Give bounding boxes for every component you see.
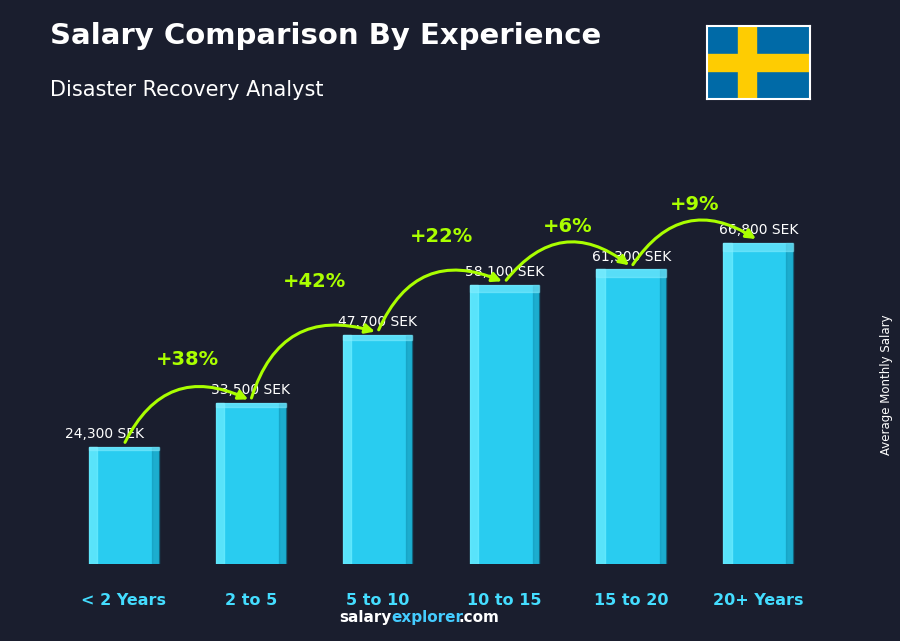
Bar xyxy=(470,285,539,292)
Text: 15 to 20: 15 to 20 xyxy=(594,593,669,608)
Text: 47,700 SEK: 47,700 SEK xyxy=(338,315,417,329)
Bar xyxy=(406,335,412,564)
Bar xyxy=(724,243,793,251)
Bar xyxy=(470,285,539,564)
Text: 61,300 SEK: 61,300 SEK xyxy=(591,249,671,263)
Text: 5 to 10: 5 to 10 xyxy=(346,593,410,608)
Text: +42%: +42% xyxy=(283,272,346,292)
Bar xyxy=(89,447,97,564)
Bar xyxy=(216,403,224,564)
Text: Salary Comparison By Experience: Salary Comparison By Experience xyxy=(50,22,601,51)
Bar xyxy=(706,54,810,71)
Bar xyxy=(343,335,412,564)
Bar xyxy=(279,403,285,564)
Text: salary: salary xyxy=(339,610,392,625)
Text: Average Monthly Salary: Average Monthly Salary xyxy=(880,314,893,455)
Bar xyxy=(152,447,158,564)
Text: 66,800 SEK: 66,800 SEK xyxy=(718,223,798,237)
Text: 24,300 SEK: 24,300 SEK xyxy=(66,428,144,442)
Bar xyxy=(597,269,605,564)
Text: +6%: +6% xyxy=(543,217,593,236)
Text: 33,500 SEK: 33,500 SEK xyxy=(212,383,290,397)
Text: 10 to 15: 10 to 15 xyxy=(467,593,542,608)
Bar xyxy=(470,285,478,564)
Bar xyxy=(533,285,539,564)
Bar xyxy=(343,335,351,564)
Bar xyxy=(660,269,666,564)
Text: +38%: +38% xyxy=(156,350,219,369)
Text: +9%: +9% xyxy=(670,195,719,214)
Text: Disaster Recovery Analyst: Disaster Recovery Analyst xyxy=(50,80,323,100)
Text: +22%: +22% xyxy=(410,227,472,246)
Bar xyxy=(343,335,412,340)
Text: .com: .com xyxy=(459,610,500,625)
Bar xyxy=(724,243,732,564)
Bar xyxy=(89,447,158,564)
Bar xyxy=(597,269,666,564)
Bar xyxy=(724,243,793,564)
Text: 2 to 5: 2 to 5 xyxy=(224,593,277,608)
Text: 20+ Years: 20+ Years xyxy=(713,593,804,608)
Text: explorer: explorer xyxy=(392,610,464,625)
Bar xyxy=(216,403,285,564)
Bar xyxy=(89,447,158,450)
Bar xyxy=(216,403,285,407)
Bar xyxy=(787,243,793,564)
Text: < 2 Years: < 2 Years xyxy=(81,593,166,608)
Bar xyxy=(597,269,666,277)
Text: 58,100 SEK: 58,100 SEK xyxy=(464,265,544,279)
Bar xyxy=(737,26,756,99)
